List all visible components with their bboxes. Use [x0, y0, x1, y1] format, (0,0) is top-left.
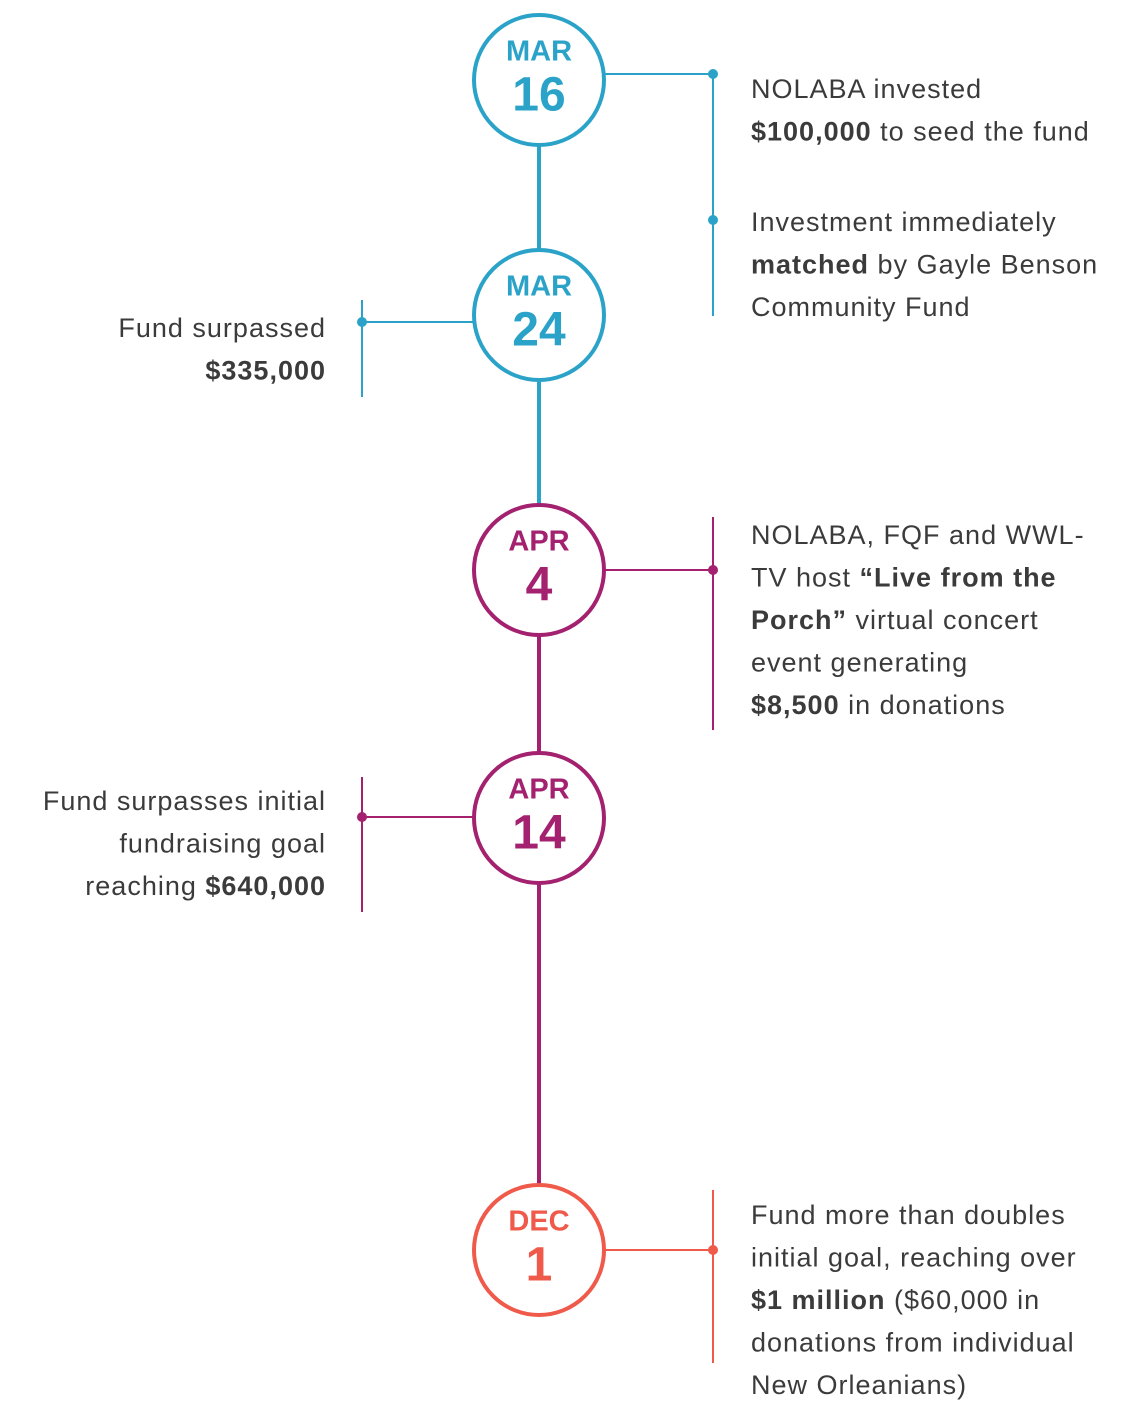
- note-text: ($60,000 in: [886, 1285, 1041, 1315]
- connector-dot: [708, 69, 718, 79]
- date-month: MAR: [506, 36, 572, 68]
- connector-dot: [357, 317, 367, 327]
- note-text: by Gayle Benson: [869, 250, 1098, 280]
- date-circle: [472, 13, 606, 147]
- note-text: to seed the fund: [872, 117, 1090, 147]
- date-day: 14: [512, 807, 566, 860]
- note-text: Fund surpassed: [118, 313, 326, 343]
- connector-dot: [357, 812, 367, 822]
- note-line: initial goal, reaching over: [751, 1243, 1077, 1273]
- note-text: reaching: [85, 871, 205, 901]
- connector-dot: [708, 215, 718, 225]
- note-line: Investment immediately: [751, 207, 1057, 237]
- note-text: Fund surpasses initial: [43, 786, 326, 816]
- note-line: Porch” virtual concert: [751, 605, 1039, 635]
- note-line: $8,500 in donations: [751, 690, 1006, 720]
- note-text: Fund more than doubles: [751, 1200, 1066, 1230]
- note-line: reaching $640,000: [85, 871, 326, 901]
- note-text: TV host: [751, 563, 860, 593]
- note-line: $1 million ($60,000 in: [751, 1285, 1040, 1315]
- note-line: event generating: [751, 648, 968, 678]
- connector-dot: [708, 565, 718, 575]
- note-text: virtual concert: [847, 605, 1039, 635]
- date-month: APR: [508, 526, 569, 558]
- date-circle: [472, 248, 606, 382]
- note-text: $1 million: [751, 1285, 886, 1315]
- note-text: event generating: [751, 648, 968, 678]
- note-text: New Orleanians): [751, 1370, 967, 1400]
- note-line: NOLABA, FQF and WWL-: [751, 520, 1085, 550]
- note-line: matched by Gayle Benson: [751, 250, 1098, 280]
- date-month: APR: [508, 774, 569, 806]
- note-text: NOLABA, FQF and WWL-: [751, 520, 1085, 550]
- note-text: “Live from the: [860, 563, 1057, 593]
- note-line: Fund surpasses initial: [43, 786, 326, 816]
- note-text: donations from individual: [751, 1328, 1075, 1358]
- note-line: TV host “Live from the: [751, 563, 1057, 593]
- note-line: fundraising goal: [119, 829, 326, 859]
- note-line: $100,000 to seed the fund: [751, 117, 1090, 147]
- date-day: 1: [526, 1239, 553, 1292]
- connector-dot: [708, 1245, 718, 1255]
- note-text: $100,000: [751, 117, 872, 147]
- note-text: Investment immediately: [751, 207, 1057, 237]
- date-day: 4: [526, 559, 553, 612]
- note-text: Community Fund: [751, 292, 971, 322]
- note-line: New Orleanians): [751, 1370, 967, 1400]
- note-line: Fund more than doubles: [751, 1200, 1066, 1230]
- date-month: DEC: [508, 1206, 569, 1238]
- note-text: matched: [751, 250, 869, 280]
- note-text: initial goal, reaching over: [751, 1243, 1077, 1273]
- note-text: fundraising goal: [119, 829, 326, 859]
- note-text: $640,000: [205, 871, 326, 901]
- note-text: $8,500: [751, 690, 840, 720]
- date-month: MAR: [506, 271, 572, 303]
- date-day: 16: [512, 69, 565, 122]
- note-text: in donations: [840, 690, 1006, 720]
- note-line: NOLABA invested: [751, 74, 982, 104]
- note-line: Community Fund: [751, 292, 971, 322]
- note-line: donations from individual: [751, 1328, 1075, 1358]
- note-line: Fund surpassed: [118, 313, 326, 343]
- note-text: NOLABA invested: [751, 74, 982, 104]
- date-day: 24: [512, 304, 566, 357]
- note-text: Porch”: [751, 605, 847, 635]
- note-line: $335,000: [205, 356, 326, 386]
- note-text: $335,000: [205, 356, 326, 386]
